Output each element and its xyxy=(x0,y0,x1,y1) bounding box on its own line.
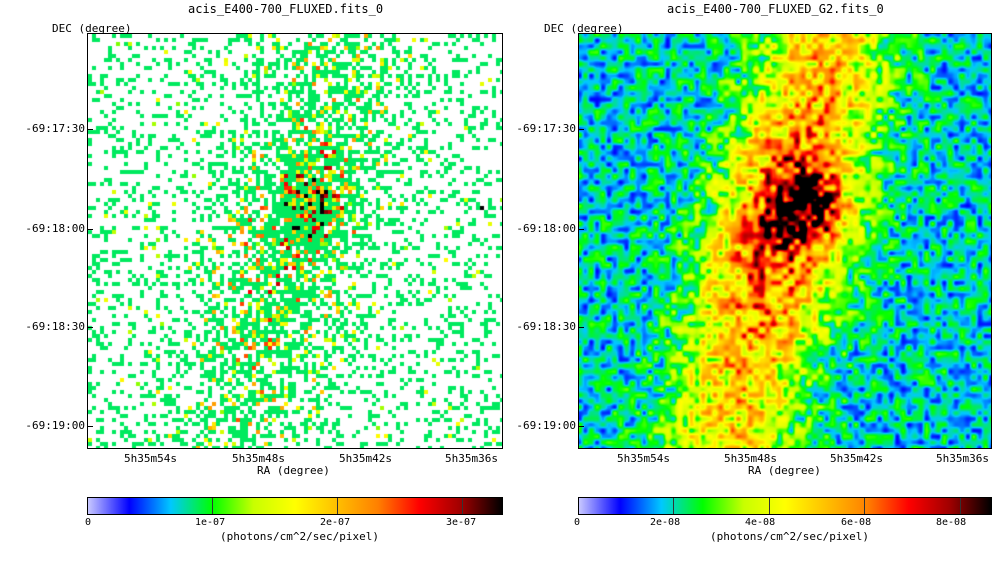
y-tick-mark xyxy=(87,327,93,328)
x-tick-label: 5h35m54s xyxy=(617,452,670,465)
panel-title: acis_E400-700_FLUXED_G2.fits_0 xyxy=(667,2,884,16)
colorbar-tick-label: 3e-07 xyxy=(446,517,477,528)
colorbar-divider xyxy=(337,498,338,514)
colorbar-divider xyxy=(864,498,865,514)
colorbar-tick-label: 2e-07 xyxy=(320,517,351,528)
colorbar-divider xyxy=(960,498,961,514)
y-tick-mark xyxy=(578,129,584,130)
colorbar-tick-label: 8e-08 xyxy=(936,517,967,528)
y-tick-label: -69:18:00 xyxy=(516,222,576,235)
y-tick-mark xyxy=(578,229,584,230)
y-tick-mark xyxy=(87,426,93,427)
colorbar-tick-label: 0 xyxy=(85,517,92,528)
colorbar-tick-label: 0 xyxy=(574,517,581,528)
y-tick-mark xyxy=(87,129,93,130)
y-tick-label: -69:18:00 xyxy=(25,222,85,235)
ra-axis-label: RA (degree) xyxy=(257,464,330,477)
colorbar-unit-label: (photons/cm^2/sec/pixel) xyxy=(220,530,379,543)
y-tick-label: -69:17:30 xyxy=(25,122,85,135)
colorbar-tick-label: 1e-07 xyxy=(195,517,226,528)
colorbar-tick-label: 6e-08 xyxy=(841,517,872,528)
y-tick-mark xyxy=(578,327,584,328)
dec-axis-label: DEC (degree) xyxy=(544,22,624,35)
colorbar-divider xyxy=(462,498,463,514)
colorbar-divider xyxy=(212,498,213,514)
y-tick-label: -69:18:30 xyxy=(25,320,85,333)
colorbar xyxy=(578,497,992,515)
x-tick-label: 5h35m48s xyxy=(232,452,285,465)
left-image-panel: acis_E400-700_FLUXED.fits_0 DEC (degree)… xyxy=(0,0,503,567)
y-tick-label: -69:19:00 xyxy=(25,419,85,432)
image-canvas[interactable] xyxy=(579,34,991,448)
colorbar-tick-label: 2e-08 xyxy=(650,517,681,528)
colorbar-tick-label: 4e-08 xyxy=(745,517,776,528)
x-tick-label: 5h35m48s xyxy=(724,452,777,465)
ra-axis-label: RA (degree) xyxy=(748,464,821,477)
colorbar-divider xyxy=(769,498,770,514)
right-image-panel: acis_E400-700_FLUXED_G2.fits_0 DEC (degr… xyxy=(495,0,992,567)
x-tick-label: 5h35m36s xyxy=(445,452,498,465)
colorbar-divider xyxy=(673,498,674,514)
y-tick-label: -69:18:30 xyxy=(516,320,576,333)
smoothed-flux-image[interactable] xyxy=(578,33,992,449)
y-tick-mark xyxy=(87,229,93,230)
y-tick-label: -69:19:00 xyxy=(516,419,576,432)
colorbar xyxy=(87,497,503,515)
y-tick-mark xyxy=(578,426,584,427)
sparse-flux-image[interactable] xyxy=(87,33,503,449)
colorbar-unit-label: (photons/cm^2/sec/pixel) xyxy=(710,530,869,543)
image-canvas[interactable] xyxy=(88,34,502,448)
x-tick-label: 5h35m54s xyxy=(124,452,177,465)
dec-axis-label: DEC (degree) xyxy=(52,22,132,35)
y-tick-label: -69:17:30 xyxy=(516,122,576,135)
panel-title: acis_E400-700_FLUXED.fits_0 xyxy=(188,2,384,16)
x-tick-label: 5h35m36s xyxy=(936,452,989,465)
x-tick-label: 5h35m42s xyxy=(830,452,883,465)
x-tick-label: 5h35m42s xyxy=(339,452,392,465)
